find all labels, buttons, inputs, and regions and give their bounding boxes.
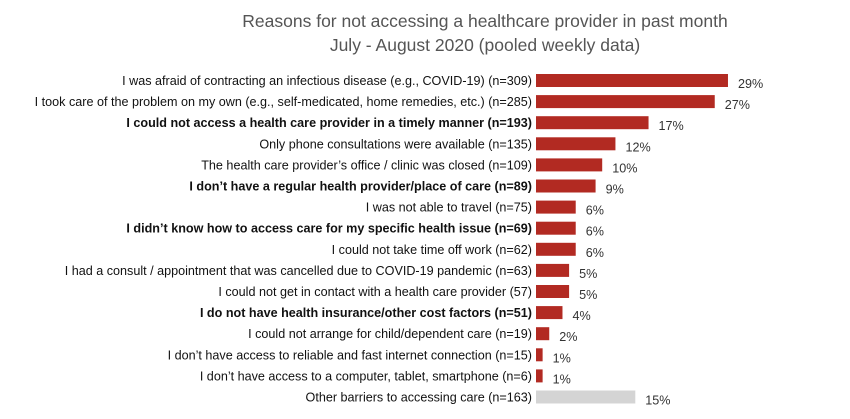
value-label: 27% — [725, 98, 750, 112]
value-label: 12% — [625, 140, 650, 154]
value-label: 17% — [659, 119, 684, 133]
category-label: I do not have health insurance/other cos… — [200, 306, 532, 320]
category-label: I don’t have access to reliable and fast… — [168, 348, 532, 362]
value-label: 6% — [586, 246, 604, 260]
bar — [536, 137, 616, 151]
bar — [536, 306, 563, 320]
category-label: I didn’t know how to access care for my … — [126, 222, 532, 236]
value-label: 4% — [572, 309, 590, 323]
value-label: 1% — [553, 351, 571, 365]
category-label: I don’t have a regular health provider/p… — [189, 180, 532, 194]
chart-subtitle: July - August 2020 (pooled weekly data) — [330, 35, 640, 55]
value-label: 9% — [606, 183, 624, 197]
category-label: Other barriers to accessing care (n=163) — [306, 391, 532, 405]
bar — [536, 74, 728, 87]
category-label: I had a consult / appointment that was c… — [65, 264, 532, 278]
bar — [536, 116, 649, 130]
category-label: I don’t have access to a computer, table… — [200, 369, 532, 383]
value-label: 10% — [612, 161, 637, 175]
bar — [536, 390, 636, 404]
value-label: 15% — [645, 394, 670, 408]
bar — [536, 221, 576, 235]
bar — [536, 158, 603, 172]
bar — [536, 285, 570, 298]
category-label: I took care of the problem on my own (e.… — [35, 95, 532, 109]
value-label: 5% — [579, 288, 597, 302]
bar — [536, 327, 550, 341]
bar — [536, 242, 576, 256]
category-label: I could not take time off work (n=62) — [332, 243, 532, 257]
category-label: I could not get in contact with a health… — [218, 285, 532, 299]
category-label: I was not able to travel (n=75) — [366, 201, 532, 215]
value-label: 6% — [586, 225, 604, 239]
bar — [536, 369, 543, 383]
bars-group: I was afraid of contracting an infectiou… — [35, 74, 763, 408]
bar — [536, 263, 570, 277]
category-label: I was afraid of contracting an infectiou… — [122, 74, 532, 88]
bar — [536, 179, 596, 193]
bar — [536, 348, 543, 362]
value-label: 1% — [553, 372, 571, 386]
category-label: I could not access a health care provide… — [126, 116, 532, 130]
value-label: 29% — [738, 77, 763, 91]
category-label: I could not arrange for child/dependent … — [248, 327, 532, 341]
value-label: 2% — [559, 330, 577, 344]
bar — [536, 95, 715, 109]
value-label: 6% — [586, 204, 604, 218]
bar — [536, 200, 576, 214]
value-label: 5% — [579, 267, 597, 281]
category-label: Only phone consultations were available … — [259, 137, 532, 151]
chart-title: Reasons for not accessing a healthcare p… — [242, 11, 727, 31]
category-label: The health care provider’s office / clin… — [201, 158, 532, 172]
